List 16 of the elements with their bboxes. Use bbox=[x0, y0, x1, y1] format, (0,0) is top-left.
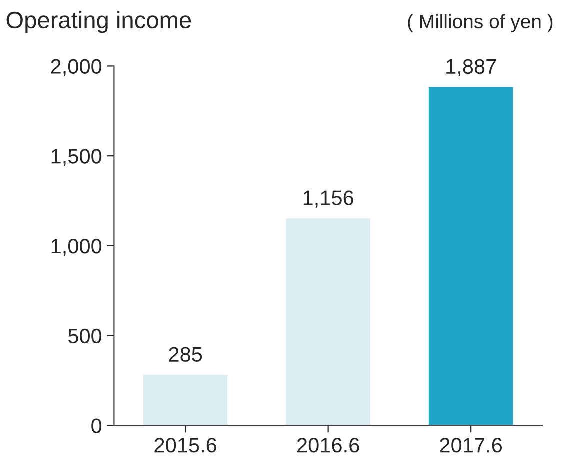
x-tick-label: 2015.6 bbox=[154, 438, 217, 453]
bar bbox=[428, 86, 515, 426]
y-tick-label: 500 bbox=[68, 328, 102, 344]
data-label: 285 bbox=[169, 347, 202, 362]
y-tick-label: 1,000 bbox=[52, 238, 102, 256]
bar bbox=[142, 374, 230, 426]
bar bbox=[284, 217, 372, 426]
x-tick-label: 2017.6 bbox=[440, 438, 502, 453]
data-label: 1,887 bbox=[446, 59, 496, 77]
y-tick-label: 0 bbox=[92, 418, 102, 434]
y-tick-label: 1,500 bbox=[52, 149, 102, 166]
data-label: 1,156 bbox=[304, 190, 354, 208]
text: ( Millions of yen ) bbox=[408, 14, 553, 32]
chart-title: Operating income bbox=[6, 11, 192, 34]
x-tick-label: 2016.6 bbox=[298, 438, 360, 453]
y-tick-label: 2,000 bbox=[51, 59, 102, 76]
